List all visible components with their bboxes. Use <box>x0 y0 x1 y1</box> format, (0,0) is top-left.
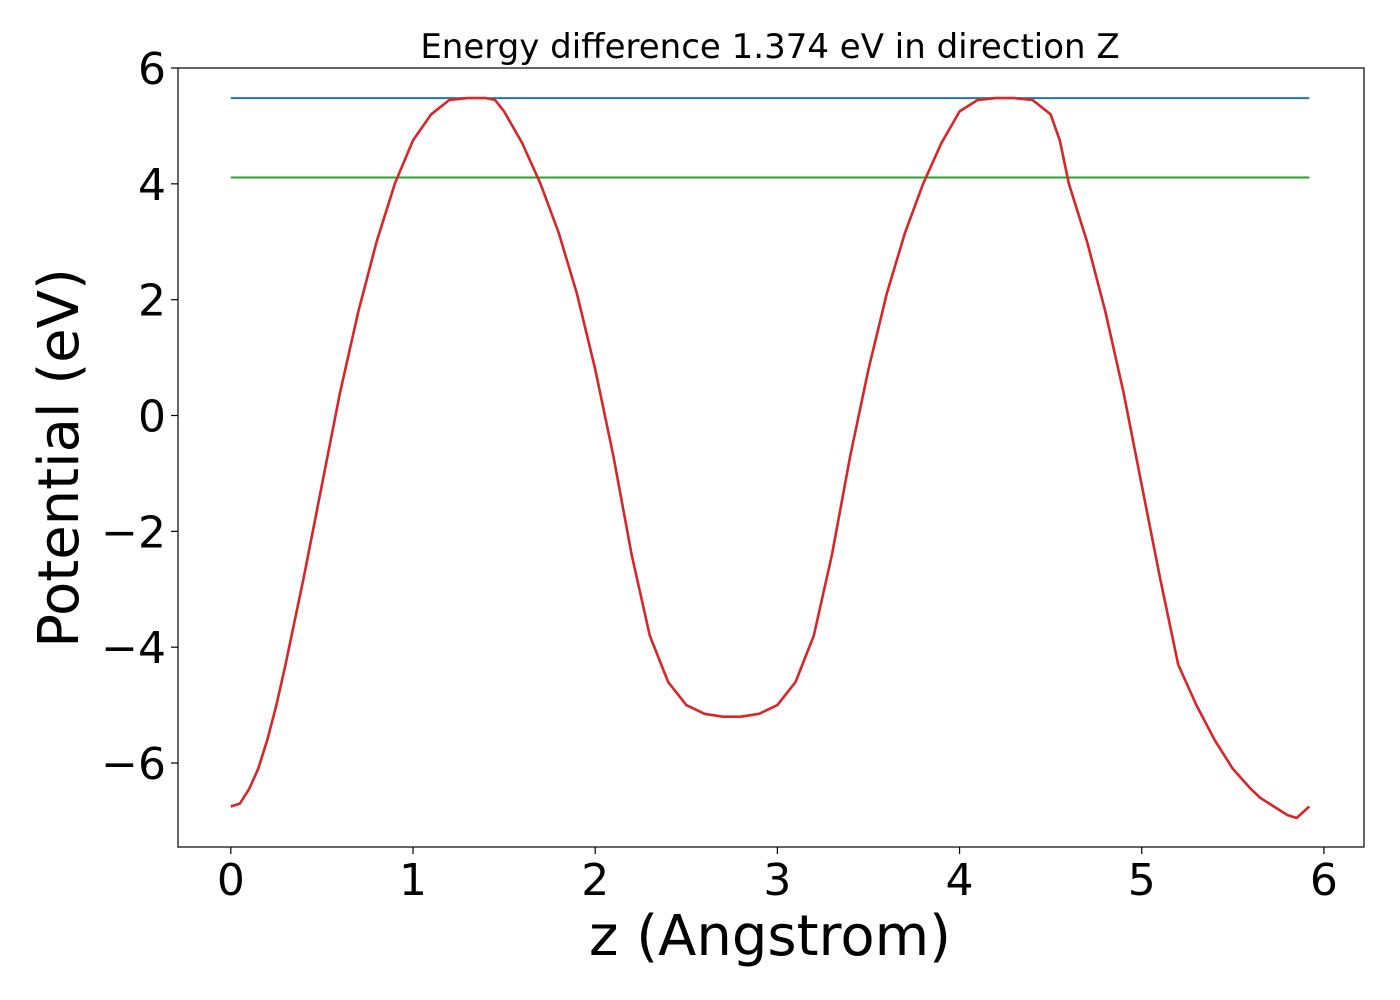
x-tick-label: 3 <box>763 855 791 906</box>
plot-frame <box>177 67 1365 848</box>
x-tick-label: 6 <box>1310 855 1338 906</box>
x-axis: 0 1 2 3 4 5 6 <box>217 847 1338 906</box>
y-tick-label: −6 <box>101 739 166 790</box>
y-axis-label: Potential (eV) <box>27 268 92 648</box>
y-axis: −6 −4 −2 0 2 4 6 <box>101 44 178 790</box>
chart-title: Energy difference 1.374 eV in direction … <box>420 27 1119 67</box>
y-tick-label: 2 <box>138 276 166 327</box>
x-axis-label: z (Angstrom) <box>589 904 951 969</box>
x-tick-label: 0 <box>217 855 245 906</box>
x-tick-label: 5 <box>1128 855 1156 906</box>
x-tick-label: 2 <box>581 855 609 906</box>
y-tick-label: −2 <box>101 507 166 558</box>
x-tick-label: 4 <box>946 855 974 906</box>
y-tick-label: −4 <box>101 623 166 674</box>
series-line-3 <box>230 96 1311 820</box>
y-tick-label: 0 <box>138 392 166 443</box>
x-tick-label: 1 <box>399 855 427 906</box>
y-tick-label: 4 <box>138 160 166 211</box>
y-tick-label: 6 <box>138 44 166 95</box>
plot-area <box>177 67 1365 848</box>
